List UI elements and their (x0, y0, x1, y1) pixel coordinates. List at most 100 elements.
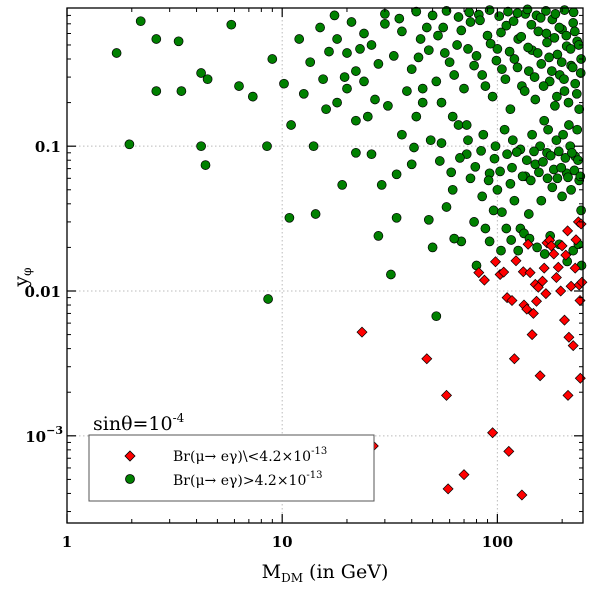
point-green (565, 44, 576, 54)
point-green (279, 78, 289, 89)
point-green (490, 141, 501, 152)
point-green (568, 245, 579, 256)
point-green (391, 212, 402, 223)
point-green (534, 167, 544, 178)
point-green (455, 153, 465, 163)
point-green (505, 178, 516, 189)
point-red (522, 238, 534, 250)
point-green (567, 147, 577, 158)
point-green (497, 64, 507, 75)
point-green (571, 88, 582, 99)
axis-ticks (66, 7, 583, 523)
point-green (461, 120, 472, 130)
point-green (484, 236, 495, 247)
point-green (544, 52, 554, 63)
x-tick-label: 100 (482, 533, 513, 551)
point-green (563, 97, 574, 108)
point-green (526, 19, 537, 30)
point-green (541, 28, 552, 39)
point-green (449, 70, 460, 80)
point-red (506, 295, 518, 306)
point-red (441, 389, 452, 401)
point-green (339, 72, 350, 82)
tick-labels: 1 10 100 10−3 0.01 0.1 (24, 138, 513, 551)
point-green (262, 141, 272, 152)
point-green (135, 16, 146, 27)
point-green (298, 88, 309, 99)
point-green (409, 142, 419, 153)
point-green (413, 52, 424, 63)
point-green (383, 100, 393, 111)
point-green (453, 12, 464, 22)
point-red (563, 331, 575, 343)
point-green (434, 156, 445, 166)
point-green (560, 153, 571, 163)
point-green (438, 22, 449, 33)
point-green (431, 311, 442, 322)
point-red (545, 240, 557, 252)
point-green (286, 120, 296, 130)
point-green (576, 205, 586, 216)
point-red (356, 326, 368, 338)
point-green (366, 40, 377, 50)
point-green (506, 235, 517, 245)
point-green (549, 32, 560, 43)
point-red (516, 489, 528, 501)
point-green (496, 27, 506, 38)
point-red (562, 225, 574, 237)
point-green (502, 149, 512, 160)
point-green (480, 81, 491, 91)
point-green (284, 212, 295, 223)
point-green (500, 74, 511, 85)
point-green (415, 34, 426, 44)
legend-marker-diamond (124, 450, 136, 462)
point-green (569, 165, 580, 176)
point-green (321, 104, 331, 115)
point-green (567, 62, 578, 73)
point-green (499, 124, 510, 135)
legend-label-above: Br(μ→ eγ)>4.2×10-13 (173, 470, 323, 489)
point-green (427, 242, 438, 253)
point-red (569, 262, 581, 274)
point-green (397, 129, 407, 140)
point-green (513, 245, 524, 256)
point-green (509, 54, 520, 64)
point-green (406, 64, 417, 75)
point-green (337, 180, 348, 190)
point-green (525, 175, 536, 186)
point-green (570, 78, 581, 89)
point-green (559, 74, 569, 85)
point-green (553, 146, 564, 157)
point-green (487, 91, 498, 102)
point-green (533, 26, 544, 37)
point-green (475, 15, 485, 26)
point-red (524, 267, 536, 279)
point-green (523, 209, 534, 219)
point-green (527, 129, 537, 140)
point-green (476, 145, 486, 156)
point-green (444, 57, 455, 68)
point-green (465, 17, 476, 27)
point-green (391, 169, 402, 180)
point-green (529, 72, 540, 82)
point-red (538, 262, 550, 274)
point-green (556, 57, 567, 68)
point-red (521, 303, 533, 315)
point-green (542, 173, 553, 184)
point-green (196, 141, 206, 152)
point-red (550, 272, 562, 283)
point-green (173, 36, 184, 47)
point-green (532, 48, 543, 58)
point-green (373, 231, 384, 241)
point-green (569, 26, 580, 37)
point-green (535, 141, 545, 152)
point-green (538, 81, 549, 91)
point-green (503, 6, 513, 17)
point-red (487, 427, 499, 439)
point-green (447, 184, 458, 195)
point-green (376, 180, 387, 190)
y-tick-label: 0.1 (35, 138, 61, 156)
point-red (517, 266, 529, 278)
point-green (535, 12, 546, 23)
legend: Br(μ→ eγ)\<4.2×10-13 Br(μ→ eγ)>4.2×10-13 (88, 434, 375, 502)
